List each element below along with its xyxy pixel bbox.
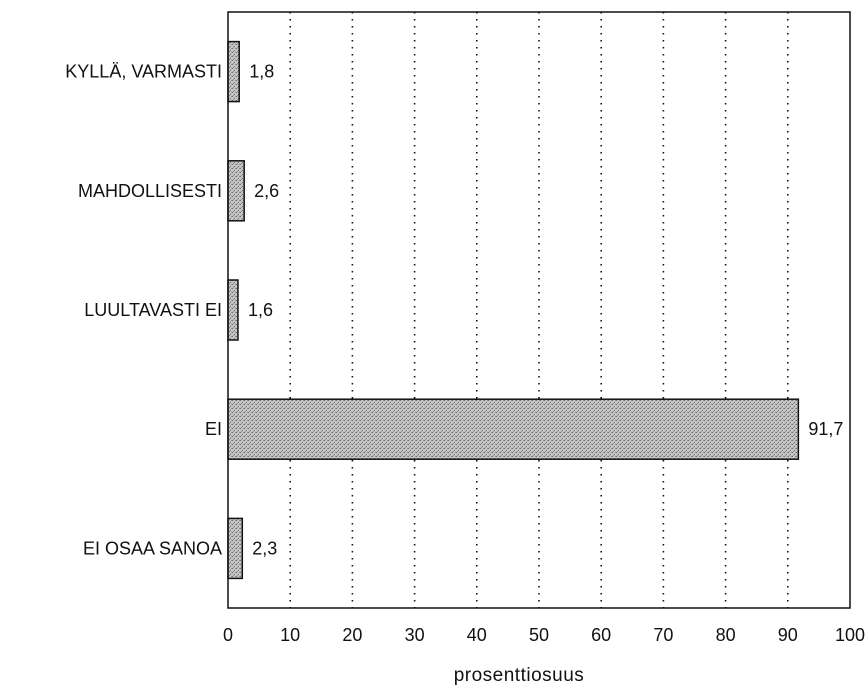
bar-4 bbox=[227, 398, 800, 460]
category-label: EI OSAA SANOA bbox=[83, 538, 222, 558]
x-tick-labels: 0 10 20 30 40 50 60 70 80 90 100 bbox=[223, 625, 865, 645]
category-label: MAHDOLLISESTI bbox=[78, 181, 222, 201]
category-labels: KYLLÄ, VARMASTI MAHDOLLISESTI LUULTAVASTI … bbox=[65, 62, 222, 559]
value-label: 91,7 bbox=[808, 419, 843, 439]
x-axis-title: prosenttiosuus bbox=[454, 665, 585, 686]
category-label: EI bbox=[205, 419, 222, 439]
grid-lines bbox=[289, 12, 789, 608]
x-tick-label: 0 bbox=[223, 625, 233, 645]
bar-3 bbox=[227, 279, 239, 341]
category-label: KYLLÄ, VARMASTI bbox=[65, 62, 222, 82]
bars bbox=[227, 40, 800, 580]
x-tick-label: 100 bbox=[835, 625, 865, 645]
bar-5 bbox=[227, 517, 244, 580]
x-tick-label: 70 bbox=[653, 625, 673, 645]
value-label: 2,6 bbox=[254, 181, 279, 201]
value-label: 1,6 bbox=[248, 300, 273, 320]
x-tick-label: 10 bbox=[280, 625, 300, 645]
x-tick-label: 50 bbox=[529, 625, 549, 645]
value-labels: 1,8 2,6 1,6 91,7 2,3 bbox=[248, 62, 843, 559]
bar-2 bbox=[227, 160, 245, 222]
x-tick-label: 80 bbox=[716, 625, 736, 645]
x-tick-label: 20 bbox=[342, 625, 362, 645]
bar-1 bbox=[227, 40, 240, 103]
value-label: 2,3 bbox=[252, 538, 277, 558]
x-tick-label: 90 bbox=[778, 625, 798, 645]
category-label: LUULTAVASTI EI bbox=[84, 300, 222, 320]
value-label: 1,8 bbox=[249, 62, 274, 82]
x-tick-label: 30 bbox=[405, 625, 425, 645]
x-tick-label: 40 bbox=[467, 625, 487, 645]
plot-frame bbox=[227, 11, 851, 609]
x-tick-label: 60 bbox=[591, 625, 611, 645]
